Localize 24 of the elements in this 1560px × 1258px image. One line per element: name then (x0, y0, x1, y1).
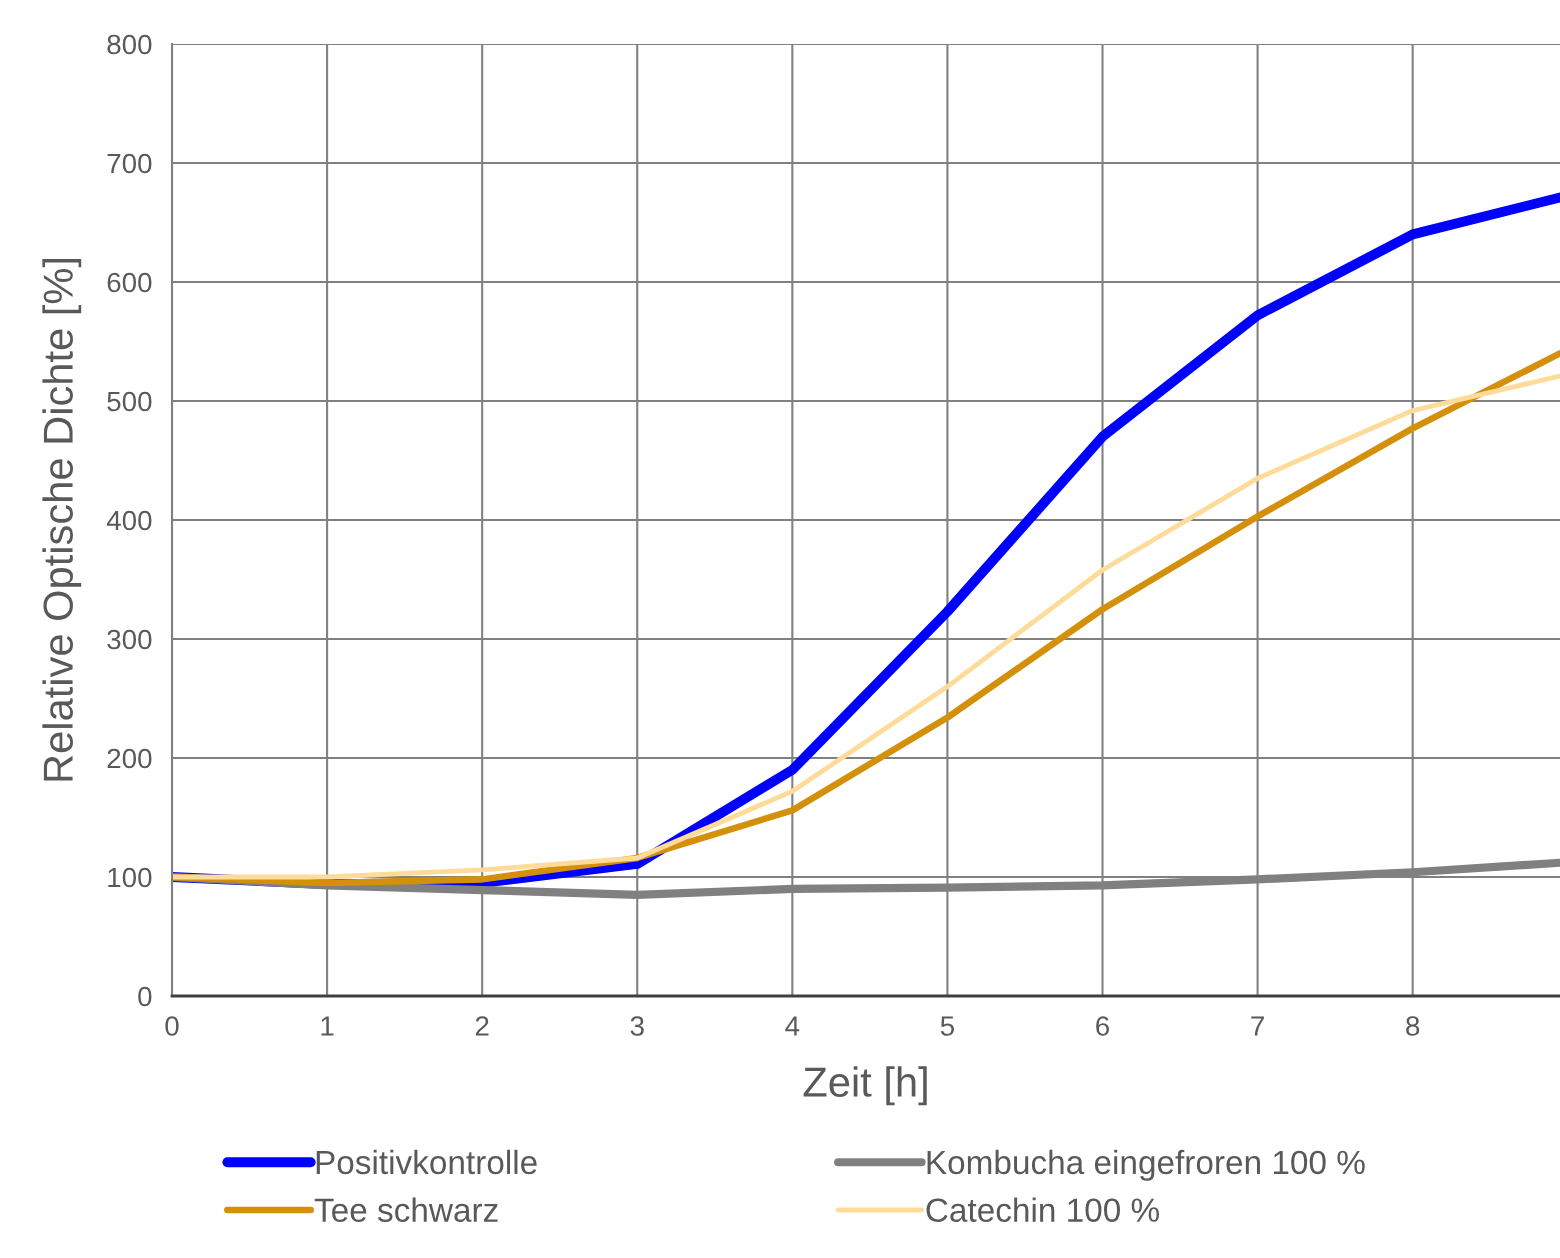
y-tick-label: 400 (106, 510, 152, 531)
x-tick-label: 7 (1251, 1016, 1264, 1036)
x-tick-label: 8 (1406, 1016, 1420, 1036)
legend-label: Kombucha eingefroren 100 % (927, 1149, 1365, 1181)
y-tick-label: 600 (107, 272, 152, 293)
x-tick-label: 2 (475, 1016, 489, 1036)
x-tick-label: 4 (785, 1016, 800, 1036)
y-tick-label: 0 (138, 986, 152, 1007)
x-axis-title: Zeit [h] (803, 1066, 927, 1106)
y-tick-label: 800 (107, 34, 152, 55)
x-tick-label: 3 (630, 1016, 644, 1036)
x-tick-label: 6 (1096, 1016, 1110, 1036)
y-tick-label: 100 (108, 867, 152, 888)
x-tick-label: 5 (940, 1016, 954, 1036)
legend-label: Catechin 100 % (926, 1197, 1159, 1222)
y-tick-label: 200 (107, 748, 152, 769)
y-tick-label: 500 (107, 391, 152, 412)
legend-label: Positivkontrolle (316, 1149, 537, 1175)
x-tick-label: 0 (165, 1016, 179, 1036)
x-tick-label: 1 (321, 1016, 334, 1036)
legend-label: Tee schwarz (314, 1197, 498, 1222)
y-axis-title: Relative Optische Dichte [%] (42, 258, 82, 781)
y-tick-label: 700 (107, 153, 152, 174)
y-tick-label: 300 (107, 629, 152, 650)
